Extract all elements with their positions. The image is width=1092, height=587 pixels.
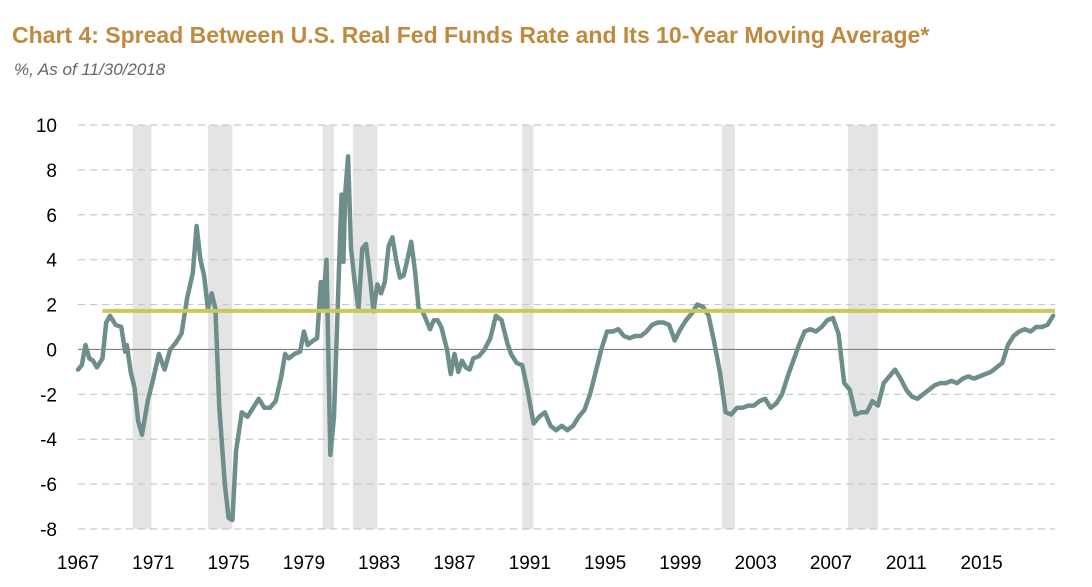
y-tick-label: 6 bbox=[46, 206, 57, 227]
recession-shading-group bbox=[132, 125, 879, 529]
y-tick-label: 0 bbox=[46, 340, 57, 361]
y-tick-label: 10 bbox=[36, 116, 57, 137]
y-tick-label: 8 bbox=[46, 161, 57, 182]
y-tick-label: -2 bbox=[40, 385, 57, 406]
recession-band bbox=[847, 125, 879, 529]
x-tick-label: 2003 bbox=[735, 553, 777, 574]
x-axis-ticks: 1967 1971 1975 1979 1983 1987 1991 1995 1999 2003… bbox=[57, 553, 1003, 574]
x-tick-label: 1971 bbox=[132, 553, 174, 574]
y-tick-label: -8 bbox=[40, 520, 57, 541]
series-line bbox=[75, 154, 1056, 523]
x-tick-label: 1975 bbox=[207, 553, 249, 574]
recession-band bbox=[522, 125, 534, 529]
recession-band bbox=[132, 125, 152, 529]
x-tick-label: 1995 bbox=[584, 553, 626, 574]
y-tick-label: 4 bbox=[46, 251, 57, 272]
x-tick-label: 2007 bbox=[810, 553, 852, 574]
recession-band bbox=[207, 125, 233, 529]
recession-band bbox=[721, 125, 735, 529]
x-tick-label: 1967 bbox=[57, 553, 99, 574]
y-axis-ticks: -8 -6 -4 -2 0 2 4 6 8 10 bbox=[36, 116, 58, 541]
x-tick-label: 2011 bbox=[886, 553, 927, 574]
x-tick-label: 2015 bbox=[960, 553, 1002, 574]
x-tick-label: 1983 bbox=[358, 553, 400, 574]
x-tick-label: 1987 bbox=[433, 553, 475, 574]
chart-title: Chart 4: Spread Between U.S. Real Fed Fu… bbox=[12, 22, 930, 48]
y-tick-label: -6 bbox=[40, 475, 57, 496]
chart-subtitle: %, As of 11/30/2018 bbox=[14, 60, 166, 79]
y-tick-label: -4 bbox=[40, 430, 57, 451]
recession-band bbox=[352, 125, 378, 529]
y-tick-label: 2 bbox=[46, 296, 57, 317]
x-tick-label: 1991 bbox=[509, 553, 551, 574]
x-tick-label: 1999 bbox=[659, 553, 701, 574]
gridlines-group bbox=[78, 124, 1055, 530]
series-group bbox=[75, 154, 1056, 523]
x-tick-label: 1979 bbox=[283, 553, 325, 574]
